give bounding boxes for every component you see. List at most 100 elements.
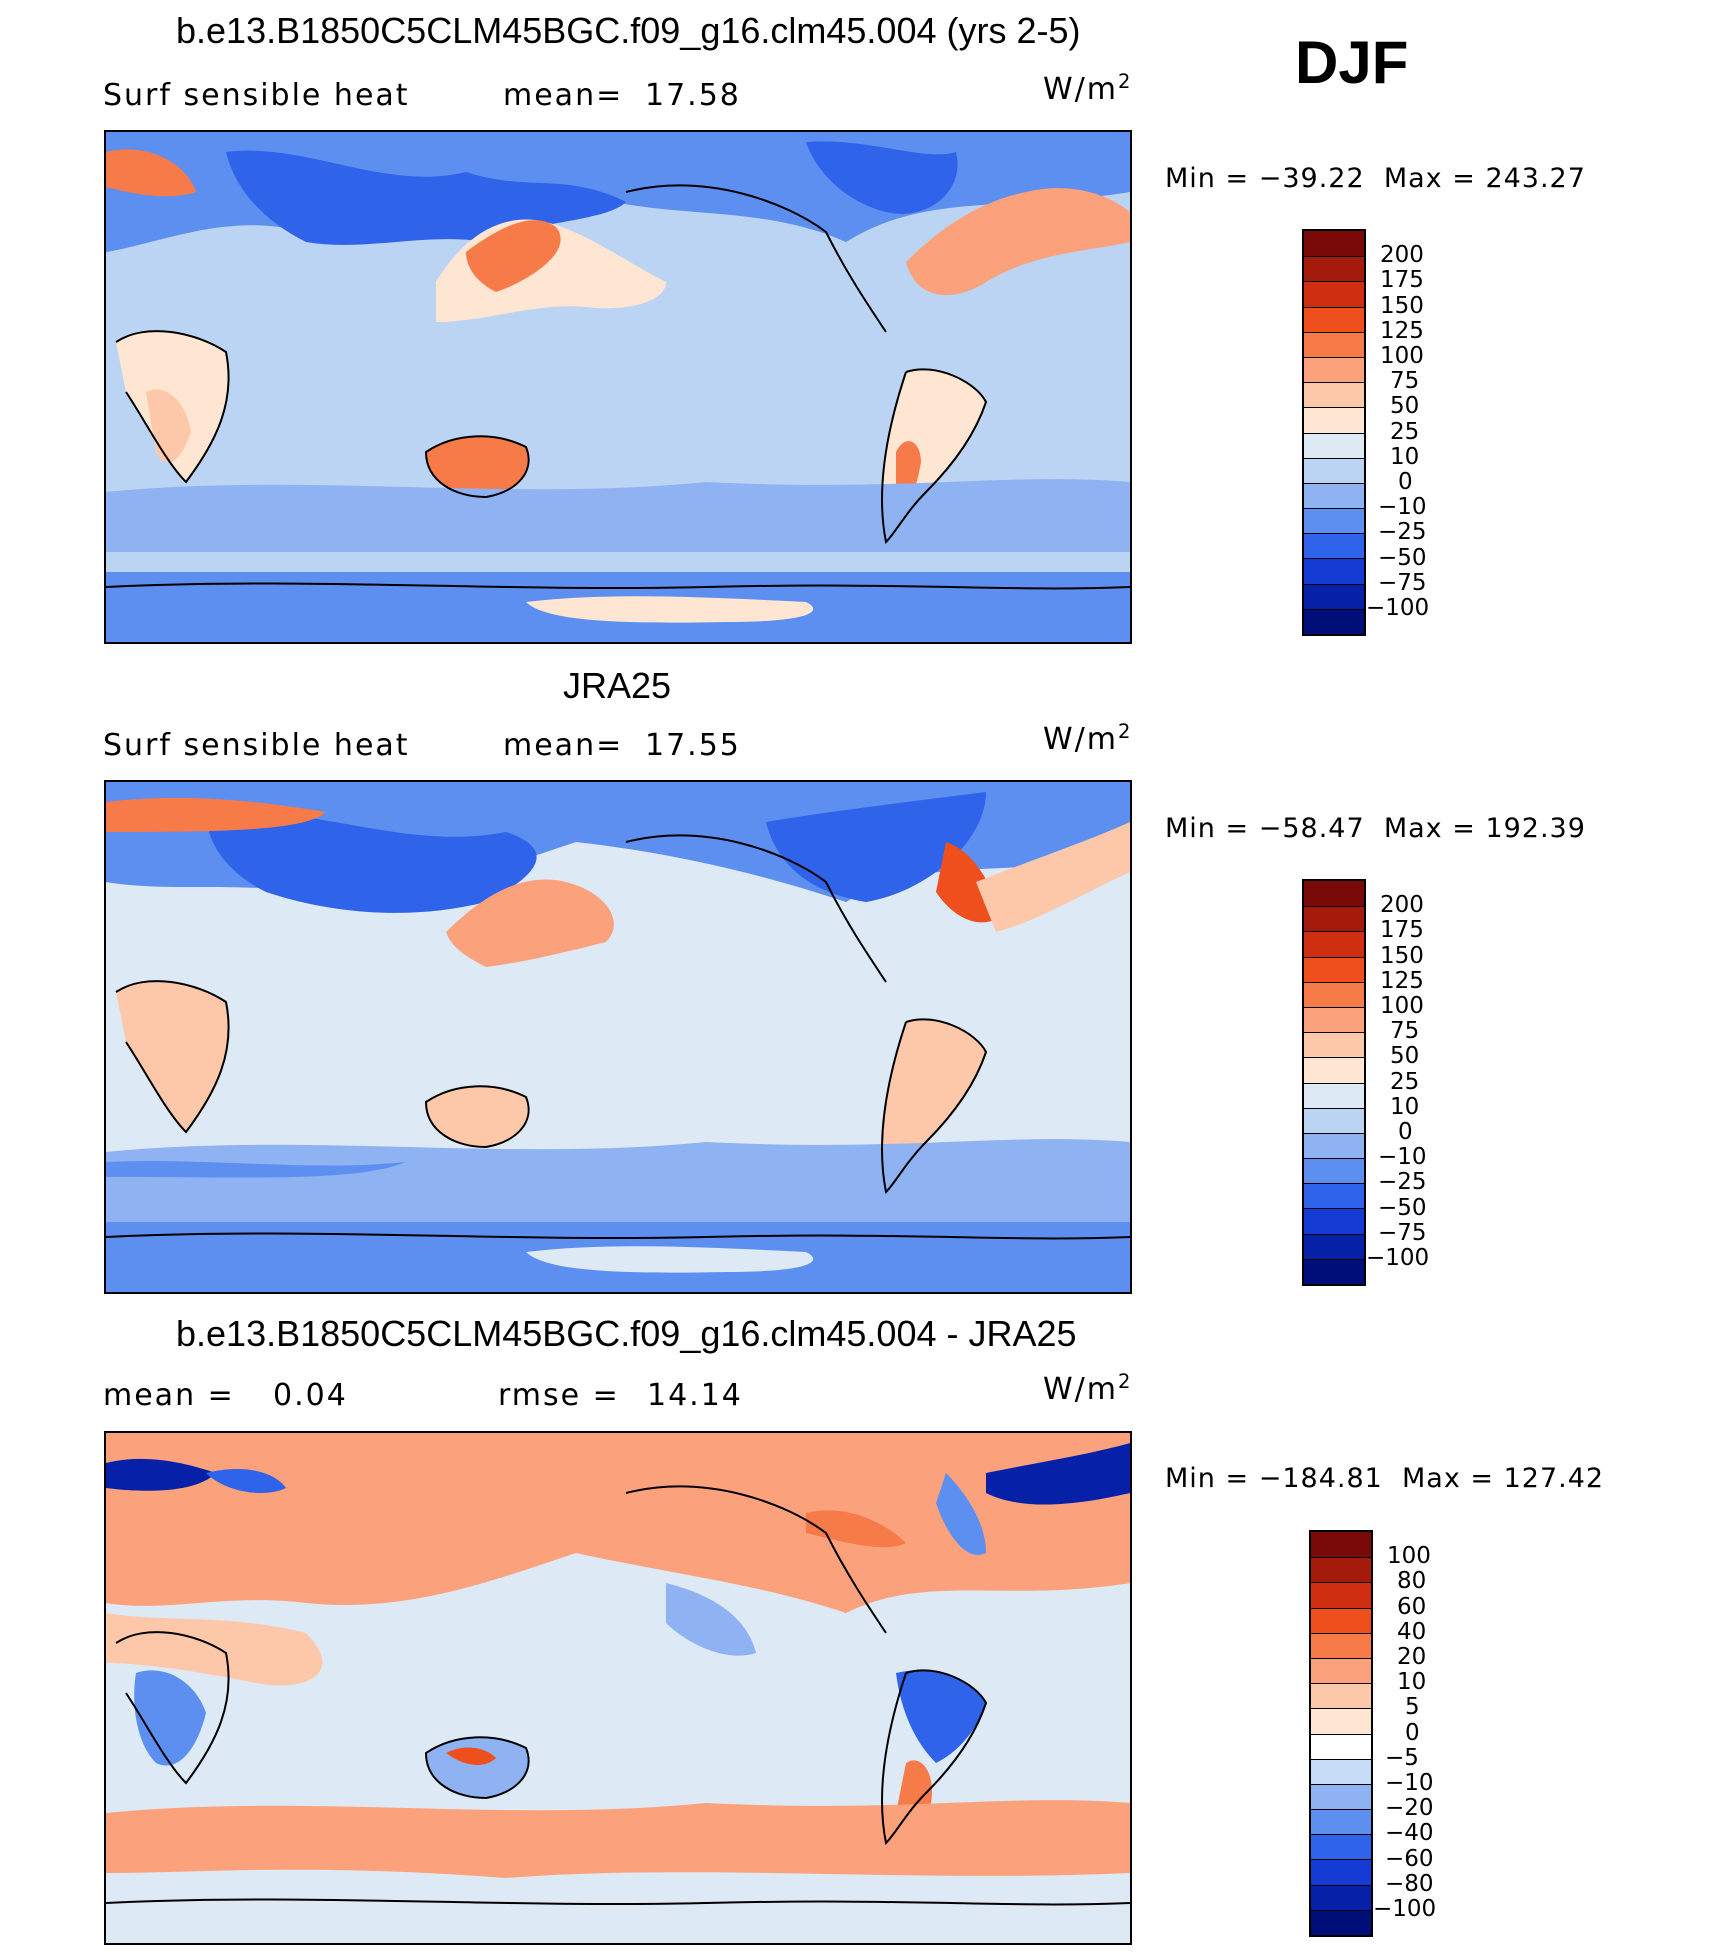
colorbar-segment: [1304, 457, 1364, 483]
panel3-rmse-label: rmse =: [498, 1378, 620, 1413]
colorbar-segment: [1304, 881, 1364, 907]
colorbar-segment: [1304, 608, 1364, 634]
panel1-minmax: Min = −39.22 Max = 243.27: [1165, 163, 1586, 194]
colorbar-segment: [1311, 1683, 1371, 1709]
colorbar-segment: [1304, 1183, 1364, 1209]
colorbar-tick-label: 5: [1405, 1694, 1420, 1721]
colorbar-segment: [1311, 1582, 1371, 1608]
colorbar-tick-label: 0: [1398, 469, 1413, 495]
colorbar-tick-label: −25: [1378, 1169, 1427, 1196]
colorbar-segment: [1304, 1258, 1364, 1284]
panel1-map-field: [106, 132, 1130, 642]
panel3-map: [104, 1431, 1132, 1945]
colorbar-tick-label: 175: [1380, 267, 1424, 294]
colorbar-tick-label: −60: [1385, 1845, 1434, 1872]
panel2-map: [104, 780, 1132, 1294]
panel1-title: b.e13.B1850C5CLM45BGC.f09_g16.clm45.004 …: [176, 10, 1081, 51]
colorbar-tick-label: 150: [1380, 292, 1424, 319]
colorbar-segment: [1304, 281, 1364, 307]
colorbar-tick-label: 75: [1390, 368, 1420, 395]
colorbar-segment: [1304, 306, 1364, 332]
colorbar-tick-label: 25: [1390, 1068, 1420, 1095]
colorbar-tick-label: 75: [1390, 1018, 1420, 1045]
colorbar-segment: [1304, 931, 1364, 957]
colorbar-tick-label: 60: [1397, 1593, 1427, 1620]
panel1-units: W/m2: [1043, 70, 1133, 107]
colorbar-tick-label: 10: [1397, 1669, 1427, 1696]
colorbar-tick-label: 200: [1380, 242, 1424, 269]
panel2-map-field: [106, 782, 1130, 1292]
colorbar-segment: [1304, 1057, 1364, 1083]
colorbar-segment: [1304, 1006, 1364, 1033]
panel3-rmse-value: 14.14: [647, 1378, 743, 1413]
colorbar-segment: [1304, 558, 1364, 584]
colorbar-segment: [1311, 1708, 1371, 1734]
colorbar-tick-label: 40: [1397, 1618, 1427, 1645]
colorbar-tick-label: 150: [1380, 942, 1424, 969]
panel2-mean-label: mean=: [503, 728, 624, 763]
colorbar-tick-label: −75: [1378, 569, 1427, 596]
colorbar-segment: [1304, 981, 1364, 1007]
colorbar-tick-label: −25: [1378, 519, 1427, 546]
panel3-colorbar: [1309, 1530, 1373, 1937]
colorbar-segment: [1304, 331, 1364, 357]
colorbar-tick-label: −10: [1378, 494, 1427, 521]
colorbar-tick-label: −20: [1385, 1795, 1434, 1822]
colorbar-tick-label: 0: [1398, 1119, 1413, 1145]
panel2-title: JRA25: [563, 665, 672, 706]
colorbar-tick-label: 10: [1390, 443, 1420, 470]
colorbar-segment: [1311, 1532, 1371, 1558]
colorbar-segment: [1311, 1809, 1371, 1835]
colorbar-tick-label: 100: [1380, 993, 1424, 1019]
colorbar-tick-label: 125: [1380, 967, 1424, 994]
panel1-mean-label: mean=: [503, 78, 624, 113]
colorbar-segment: [1304, 256, 1364, 282]
colorbar-tick-label: 100: [1387, 1543, 1431, 1570]
colorbar-segment: [1304, 1082, 1364, 1108]
colorbar-segment: [1304, 1107, 1364, 1133]
colorbar-segment: [1311, 1909, 1371, 1935]
colorbar-segment: [1304, 432, 1364, 458]
panel3-units: W/m2: [1043, 1370, 1133, 1407]
colorbar-tick-label: 175: [1380, 917, 1424, 944]
panel3-map-field: [106, 1433, 1130, 1943]
colorbar-tick-label: −10: [1378, 1144, 1427, 1171]
colorbar-segment: [1304, 407, 1364, 433]
panel3-minmax: Min = −184.81 Max = 127.42: [1165, 1463, 1605, 1494]
colorbar-tick-label: −75: [1378, 1219, 1427, 1246]
colorbar-segment: [1304, 956, 1364, 982]
colorbar-segment: [1311, 1834, 1371, 1860]
colorbar-segment: [1311, 1859, 1371, 1885]
colorbar-tick-label: −80: [1385, 1870, 1434, 1897]
colorbar-segment: [1304, 1233, 1364, 1259]
colorbar-segment: [1304, 533, 1364, 559]
colorbar-tick-label: 25: [1390, 418, 1420, 445]
colorbar-segment: [1304, 1158, 1364, 1184]
colorbar-tick-label: −50: [1378, 544, 1427, 571]
colorbar-segment: [1304, 482, 1364, 509]
colorbar-tick-label: −100: [1366, 1245, 1430, 1271]
colorbar-tick-label: 125: [1380, 317, 1424, 344]
colorbar-segment: [1304, 382, 1364, 408]
colorbar-segment: [1304, 1208, 1364, 1234]
colorbar-segment: [1304, 583, 1364, 609]
panel3-title: b.e13.B1850C5CLM45BGC.f09_g16.clm45.004 …: [176, 1313, 1077, 1354]
colorbar-segment: [1311, 1733, 1371, 1759]
colorbar-tick-label: −100: [1366, 595, 1430, 621]
colorbar-segment: [1311, 1758, 1371, 1784]
colorbar-segment: [1304, 231, 1364, 257]
colorbar-segment: [1311, 1783, 1371, 1810]
colorbar-tick-label: −50: [1378, 1194, 1427, 1221]
panel2-mean-value: 17.55: [645, 728, 741, 763]
colorbar-tick-label: 50: [1390, 393, 1420, 420]
panel2-units: W/m2: [1043, 720, 1133, 757]
colorbar-tick-label: 20: [1397, 1644, 1427, 1670]
colorbar-tick-label: −5: [1385, 1744, 1419, 1771]
panel1-map: [104, 130, 1132, 644]
colorbar-segment: [1304, 508, 1364, 534]
colorbar-tick-label: 50: [1390, 1043, 1420, 1070]
colorbar-tick-label: 10: [1390, 1093, 1420, 1120]
colorbar-tick-label: 0: [1405, 1719, 1420, 1746]
colorbar-segment: [1311, 1884, 1371, 1910]
panel2-variable: Surf sensible heat: [103, 728, 410, 763]
